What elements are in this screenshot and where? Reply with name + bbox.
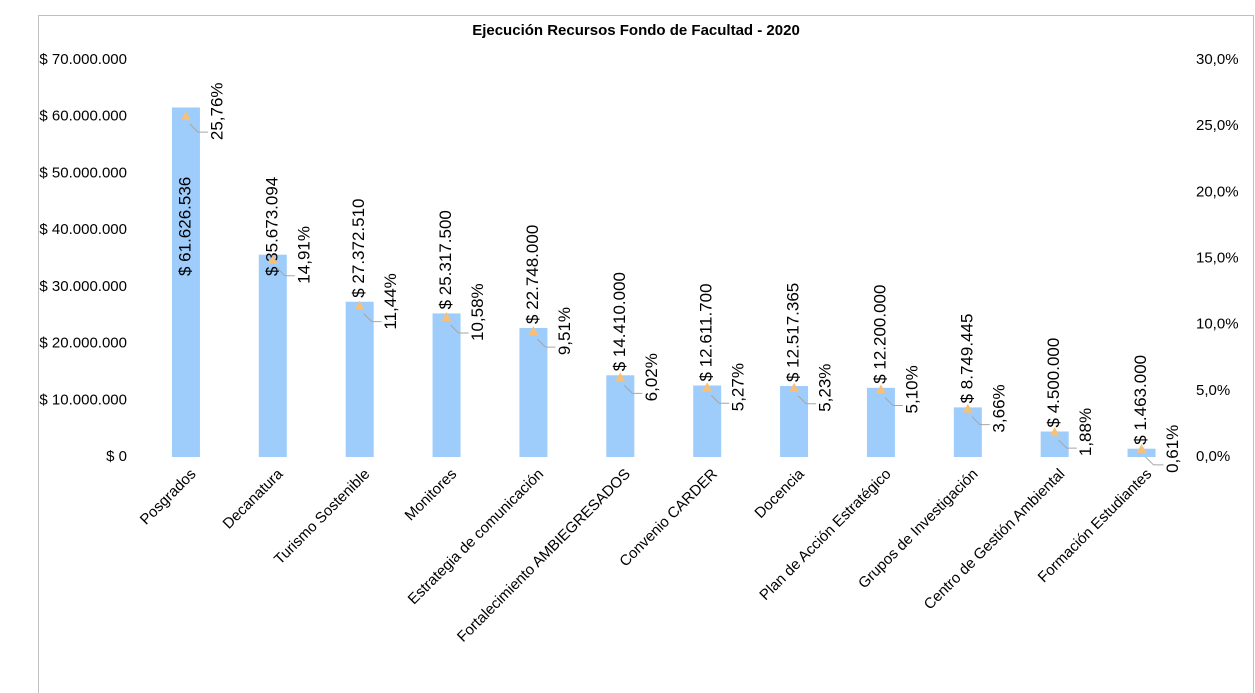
leader-line — [1145, 456, 1164, 466]
leader-line — [537, 338, 556, 348]
data-label: 0,61% — [1163, 425, 1182, 473]
leader-line — [710, 394, 730, 404]
bar — [519, 327, 548, 457]
data-label: $ 1.463.000 — [1131, 355, 1150, 445]
marker — [702, 382, 713, 392]
leader-line — [189, 123, 208, 133]
x-tick-label: Convenio CARDER — [616, 466, 721, 571]
leader-line — [797, 395, 817, 405]
marker — [962, 403, 973, 413]
x-tick-label: Turismo Sostenible — [271, 466, 373, 568]
data-label: $ 27.372.510 — [349, 198, 368, 297]
data-label: 9,51% — [555, 307, 574, 355]
x-tick-label: Posgrados — [137, 466, 200, 529]
data-label: $ 22.748.000 — [523, 225, 542, 324]
y-tick-label: $ 40.000.000 — [39, 221, 127, 238]
data-label: $ 12.200.000 — [870, 285, 889, 384]
data-label: $ 12.517.365 — [784, 283, 803, 382]
x-tick-label: Docencia — [751, 465, 808, 522]
data-label: 14,91% — [294, 226, 313, 284]
x-tick-label: Decanatura — [220, 465, 287, 532]
data-label: $ 25.317.500 — [436, 210, 455, 309]
y-tick-label: $ 50.000.000 — [39, 164, 127, 181]
y-tick-label: $ 0 — [106, 448, 127, 465]
data-label: $ 4.500.000 — [1044, 338, 1063, 428]
y2-tick-label: 25,0% — [1196, 117, 1239, 134]
marker — [615, 372, 626, 382]
leader-line — [884, 397, 903, 407]
y2-tick-label: 15,0% — [1196, 249, 1239, 266]
leader-line — [450, 324, 469, 334]
leader-line — [1058, 439, 1077, 449]
data-label: 5,23% — [816, 364, 835, 412]
y-tick-label: $ 20.000.000 — [39, 335, 127, 352]
y-tick-label: $ 10.000.000 — [39, 391, 127, 408]
marker — [1136, 443, 1147, 453]
marker — [354, 300, 365, 310]
data-label: 1,88% — [1076, 408, 1095, 456]
marker — [789, 382, 800, 392]
bar — [780, 386, 809, 457]
data-label: $ 14.410.000 — [610, 272, 629, 371]
marker — [875, 384, 886, 394]
y2-tick-label: 30,0% — [1196, 51, 1239, 68]
bar — [171, 107, 200, 457]
chart-border — [38, 15, 1254, 693]
data-label: $ 8.749.445 — [957, 314, 976, 404]
bar — [345, 301, 374, 457]
bar — [866, 387, 895, 457]
leader-line — [276, 267, 295, 277]
data-label: 25,76% — [207, 82, 226, 140]
data-label: 5,27% — [729, 363, 748, 411]
chart-title: Ejecución Recursos Fondo de Facultad - 2… — [472, 22, 800, 39]
bar — [693, 385, 722, 457]
bar — [432, 313, 461, 457]
x-tick-label: Fortalecimiento AMBIEGRESADOS — [454, 466, 634, 646]
data-label: $ 12.611.700 — [697, 283, 716, 381]
data-label: 5,10% — [902, 365, 921, 413]
y2-tick-label: 10,0% — [1196, 316, 1239, 333]
y-tick-label: $ 30.000.000 — [39, 278, 127, 295]
y2-tick-label: 5,0% — [1196, 382, 1230, 399]
marker — [1049, 427, 1060, 437]
y-tick-label: $ 60.000.000 — [39, 108, 127, 125]
x-tick-label: Monitores — [402, 466, 461, 525]
data-label: 3,66% — [989, 384, 1008, 432]
bar — [606, 375, 635, 457]
marker — [180, 111, 191, 121]
data-label: 11,44% — [381, 273, 400, 329]
data-label: $ 61.626.536 — [175, 177, 194, 276]
bar — [258, 254, 287, 457]
y2-tick-label: 20,0% — [1196, 183, 1239, 200]
leader-line — [623, 384, 643, 394]
leader-line — [971, 416, 990, 426]
marker — [267, 254, 278, 264]
data-label: $ 35.673.094 — [262, 177, 281, 276]
y-tick-label: $ 70.000.000 — [39, 51, 127, 68]
data-label: 10,58% — [468, 283, 487, 341]
data-label: 6,02% — [642, 353, 661, 401]
marker — [441, 311, 452, 321]
leader-line — [363, 313, 382, 323]
marker — [528, 326, 539, 336]
x-tick-label: Centro de Gestión Ambiental — [921, 466, 1069, 614]
y2-tick-label: 0,0% — [1196, 448, 1230, 465]
bar — [953, 407, 982, 457]
